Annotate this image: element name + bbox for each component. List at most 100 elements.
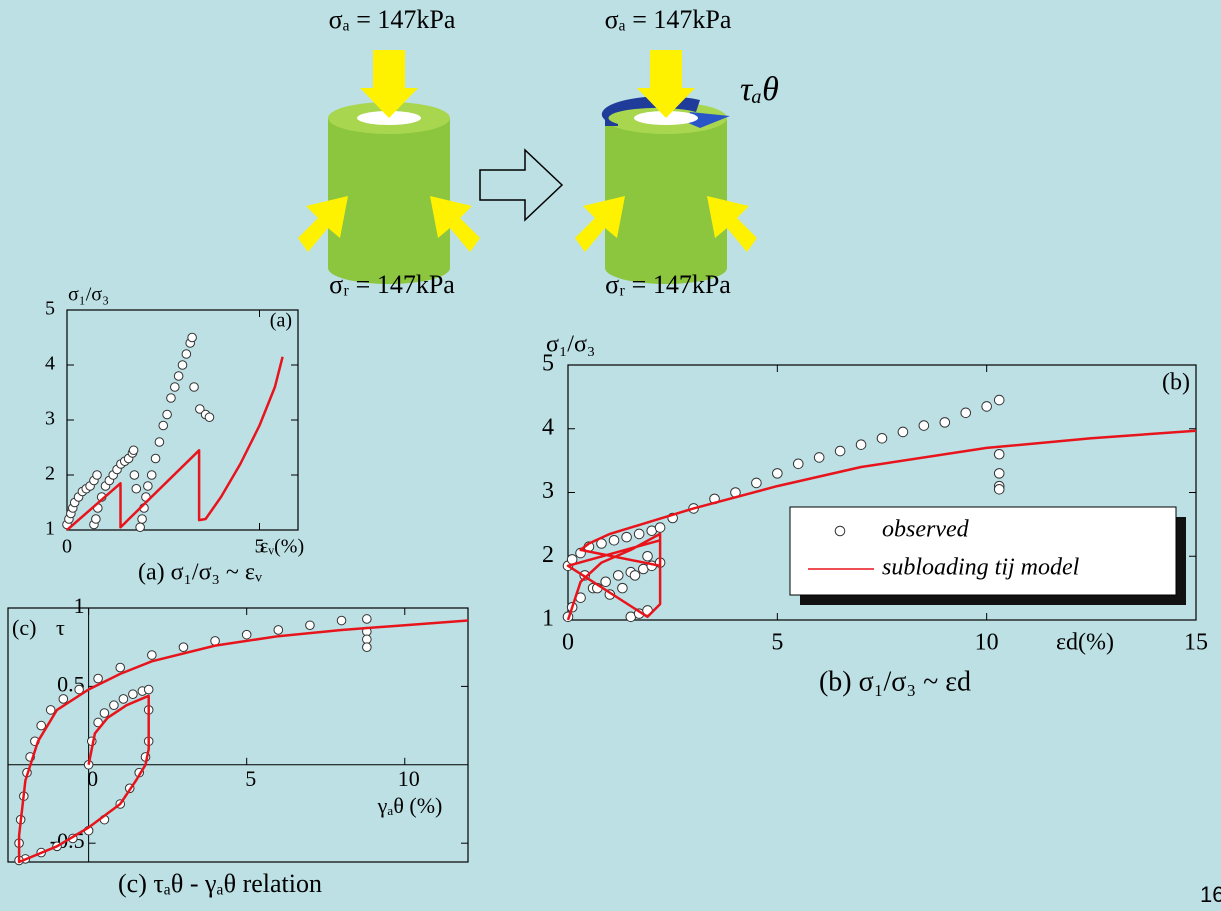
stress-label: σᵣ = 147kPa: [329, 270, 455, 299]
data-point: [918, 420, 930, 431]
radial-arrow: [707, 196, 757, 252]
axial-arrow: [360, 50, 418, 118]
data-point: [751, 477, 762, 489]
model-line: [66, 356, 284, 531]
x-tick-label: 0: [87, 766, 98, 791]
y-tick-label: 2: [45, 463, 55, 485]
x-tick-label: 0: [62, 536, 72, 558]
y-axis-label: σ₁/σ₃: [68, 284, 109, 306]
legend: [789, 506, 1177, 596]
cylinder-base: [328, 252, 450, 284]
page-number: 16: [1200, 882, 1221, 907]
data-point: [642, 550, 653, 562]
y-axis-label: τ: [56, 615, 65, 640]
data-point: [897, 426, 909, 438]
legend-label: observed: [882, 517, 970, 543]
x-tick-label: 10: [975, 630, 999, 656]
y-tick-label: 3: [542, 478, 554, 504]
data-point: [629, 570, 641, 581]
x-tick-label: 10: [398, 766, 420, 791]
radial-arrow: [575, 196, 625, 252]
cylinder: [605, 118, 727, 268]
model-line: [566, 429, 1197, 621]
data-point: [99, 708, 110, 718]
data-point: [154, 437, 165, 447]
data-point: [109, 700, 119, 711]
y-tick-label: 1: [74, 593, 85, 618]
data-point: [36, 720, 46, 731]
shear-arrow-head: [686, 112, 730, 128]
y-tick-label: 1: [542, 606, 554, 632]
x-tick-label: 5: [245, 766, 256, 791]
y-tick-label: 3: [45, 408, 55, 430]
data-point: [600, 576, 611, 588]
data-point: [173, 371, 184, 381]
x-tick-label: 15: [1184, 630, 1208, 656]
data-point: [137, 514, 147, 524]
data-point: [993, 484, 1005, 495]
radial-arrow: [298, 196, 348, 252]
data-point: [128, 445, 139, 456]
data-point: [93, 673, 103, 684]
data-point: [166, 393, 176, 403]
caption: (b) σ₁/σ₃ ~ εd: [819, 666, 971, 697]
y-tick-label: 5: [45, 298, 55, 320]
data-point: [118, 694, 129, 704]
data-point: [772, 468, 783, 479]
data-point: [189, 382, 199, 392]
panel-label: (b): [1162, 370, 1190, 396]
x-axis-label: γₐθ (%): [377, 793, 443, 818]
data-point: [993, 468, 1005, 479]
data-point: [74, 684, 84, 695]
data-point: [147, 650, 157, 660]
data-point: [362, 614, 372, 624]
data-point: [204, 412, 215, 423]
cylinder-base: [605, 252, 727, 284]
y-tick-label: 4: [542, 414, 554, 440]
caption: (a) σ₁/σ₃ ~ εᵥ: [138, 560, 263, 586]
data-point: [362, 642, 372, 652]
y-axis-label: σ₁/σ₃: [546, 332, 595, 358]
data-point: [150, 453, 161, 464]
caption: (c) τₐθ - γₐθ relation: [118, 869, 322, 898]
data-point: [855, 439, 867, 450]
plot-area: [7, 607, 469, 863]
legend-label: subloading tij model: [882, 555, 1080, 581]
data-point: [981, 401, 992, 412]
data-point: [135, 522, 145, 533]
data-point: [187, 332, 197, 343]
data-point: [158, 420, 169, 431]
panel-label: (a): [270, 310, 292, 332]
model-line: [17, 619, 469, 864]
data-point: [939, 417, 951, 428]
data-point: [993, 394, 1005, 406]
data-point: [617, 582, 628, 594]
x-tick-label: 0: [562, 630, 574, 656]
legend-marker: [834, 525, 846, 537]
data-point: [654, 522, 666, 533]
radial-arrow: [430, 196, 480, 252]
data-point: [792, 458, 804, 470]
data-point: [143, 481, 153, 491]
stress-label: σₐ = 147kPa: [329, 5, 456, 34]
diagram: σₐ = 147kPa σₐ = 147kPa σᵣ = 147kPa σᵣ =…: [298, 5, 779, 299]
data-point: [305, 620, 315, 631]
transition-arrow: [479, 148, 564, 222]
data-point: [993, 448, 1005, 460]
x-tick-label: 5: [771, 630, 783, 656]
data-point: [91, 514, 101, 524]
data-point: [608, 535, 620, 546]
data-point: [177, 360, 188, 370]
x-tick-label: 5: [255, 536, 265, 558]
y-tick-label: 4: [45, 353, 55, 375]
data-point: [241, 629, 252, 640]
data-point: [45, 705, 56, 715]
data-point: [128, 689, 138, 700]
stress-label: σᵣ = 147kPa: [605, 270, 731, 299]
chart: 0 5 10 15 1 2 3 4 5 (b) σ₁/σ₃ εd(%) (b) σ₁/σ₃ ~ εd ob…: [542, 332, 1208, 698]
stress-label: σₐ = 147kPa: [605, 5, 732, 34]
data-point: [115, 662, 126, 673]
axial-arrow: [637, 50, 695, 118]
